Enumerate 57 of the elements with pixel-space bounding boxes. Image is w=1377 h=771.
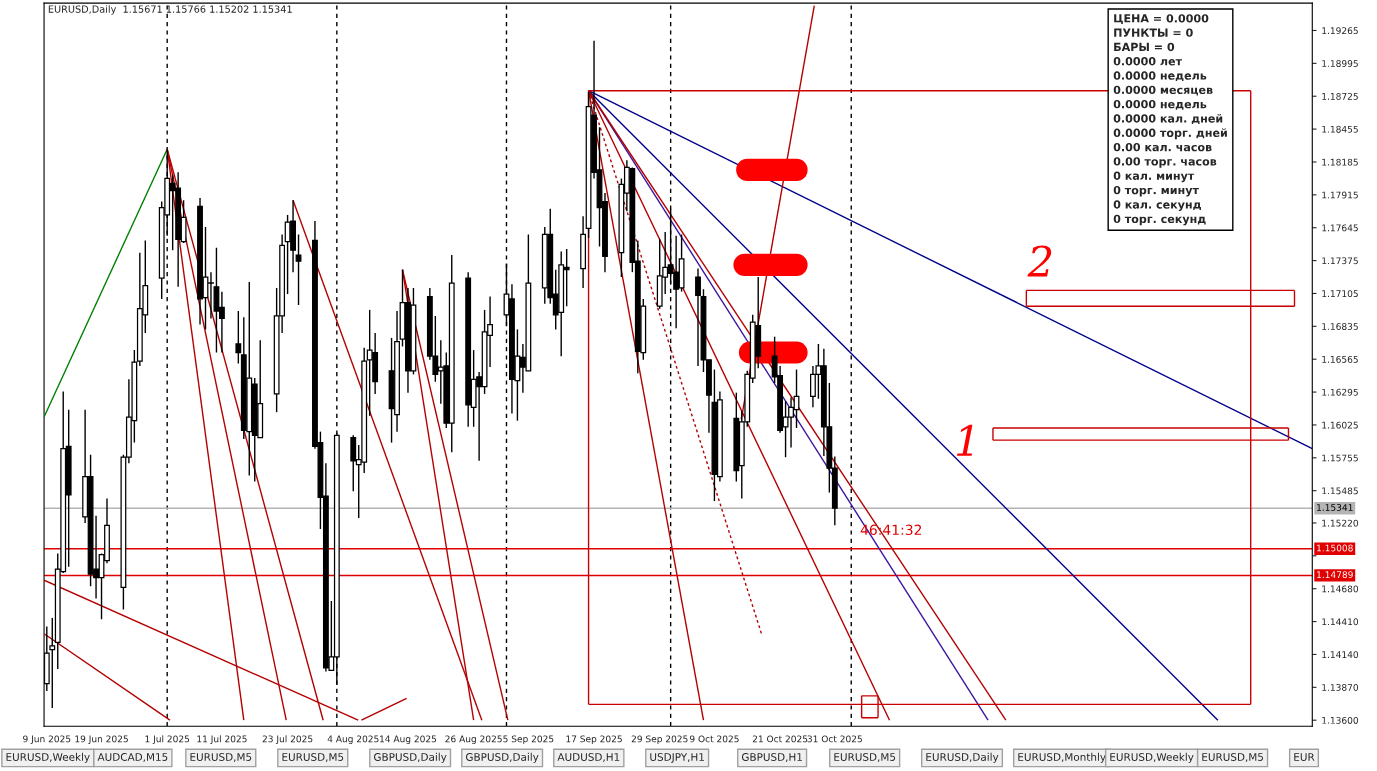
text: USDJPY,H1	[650, 753, 704, 763]
text: EUR	[1294, 753, 1315, 761]
x-tick-label: 19 Jun 2025	[75, 735, 128, 744]
x-tick-label: 9 Jun 2025	[23, 735, 71, 744]
x-tick-label: 29 Sep 2025	[631, 735, 688, 745]
text: EURUSD,M5	[190, 753, 252, 762]
text: EURUSD,M5	[834, 753, 896, 762]
text: EURUSD,Weekly	[1110, 752, 1194, 763]
x-tick-label: 9 Oct 2025	[689, 735, 739, 743]
x-tick-label: 14 Aug 2025	[380, 735, 437, 745]
ref-line-label: 1.14789	[1317, 571, 1353, 579]
y-tick-label: 1.17915	[1322, 191, 1358, 199]
y-tick-label: 1.18725	[1322, 92, 1358, 100]
x-tick-label: 11 Jul 2025	[197, 735, 247, 744]
y-tick-label: 1.15485	[1322, 487, 1358, 495]
y-tick-label: 1.15220	[1322, 519, 1359, 527]
y-tick-label: 1.18455	[1322, 125, 1358, 133]
y-tick-label: 1.16835	[1322, 323, 1358, 330]
annotation: 1	[956, 424, 973, 456]
text: AUDUSD,H1	[557, 753, 620, 762]
annotation: 2	[1027, 245, 1052, 277]
text: ЦЕНА = 0.0000 ПУНКТЫ = 0 БАРЫ = 0 0.0000 лет 0.0000 недель 0.0000 месяцев 0.0000 недель 0.0000 кал. дней 0.0000 торг. дней 0.00 кал. часов 0.00 торг. часов 0 кал. минут 0 торг. минут 0 кал. секунд 0 торг. секунд	[1113, 14, 1227, 226]
x-tick-label: 21 Oct 2025	[752, 735, 808, 743]
y-tick-label: 1.14410	[1322, 618, 1359, 626]
text: EURUSD,M5	[1202, 753, 1264, 762]
y-tick-label: 1.17375	[1322, 257, 1358, 265]
x-tick-label: 4 Aug 2025	[327, 735, 379, 745]
text: AUDCAD,M15	[97, 753, 168, 762]
y-tick-label: 1.18995	[1322, 60, 1358, 67]
x-tick-label: 26 Aug 2025	[445, 735, 502, 745]
y-tick-label: 1.17105	[1322, 290, 1358, 298]
x-tick-label: 1 Jul 2025	[145, 735, 190, 744]
x-tick-label: 31 Oct 2025	[807, 735, 862, 743]
ref-line-label: 1.15008	[1317, 544, 1353, 552]
y-tick-label: 1.18185	[1322, 158, 1358, 166]
text: EURUSD,Monthly	[1018, 752, 1106, 763]
y-tick-label: 1.13870	[1322, 684, 1359, 691]
y-tick-label: 1.15755	[1322, 454, 1358, 462]
y-tick-label: 1.17645	[1322, 224, 1358, 232]
ref-line-label: 1.15341	[1317, 504, 1353, 511]
y-tick-label: 1.14680	[1322, 585, 1359, 593]
text: GBPUSD,Daily	[374, 752, 447, 763]
y-tick-label: 1.16565	[1322, 355, 1358, 363]
x-tick-label: 17 Sep 2025	[566, 735, 622, 745]
y-tick-label: 1.14140	[1322, 651, 1359, 659]
text: EURUSD,Daily	[926, 752, 999, 763]
text: GBPUSD,H1	[741, 753, 802, 762]
y-tick-label: 1.13600	[1322, 716, 1359, 724]
chart-title: EURUSD,Daily 1.15671 1.15766 1.15202 1.15341	[48, 5, 292, 15]
text: EURUSD,M5	[282, 753, 344, 762]
y-tick-label: 1.16295	[1322, 388, 1358, 396]
text: GBPUSD,Daily	[466, 752, 539, 763]
y-tick-label: 1.19265	[1322, 27, 1358, 35]
text: EURUSD,Weekly	[6, 752, 90, 763]
x-tick-label: 5 Sep 2025	[503, 735, 554, 745]
x-tick-label: 23 Jul 2025	[262, 735, 313, 744]
y-tick-label: 1.16025	[1322, 421, 1358, 429]
